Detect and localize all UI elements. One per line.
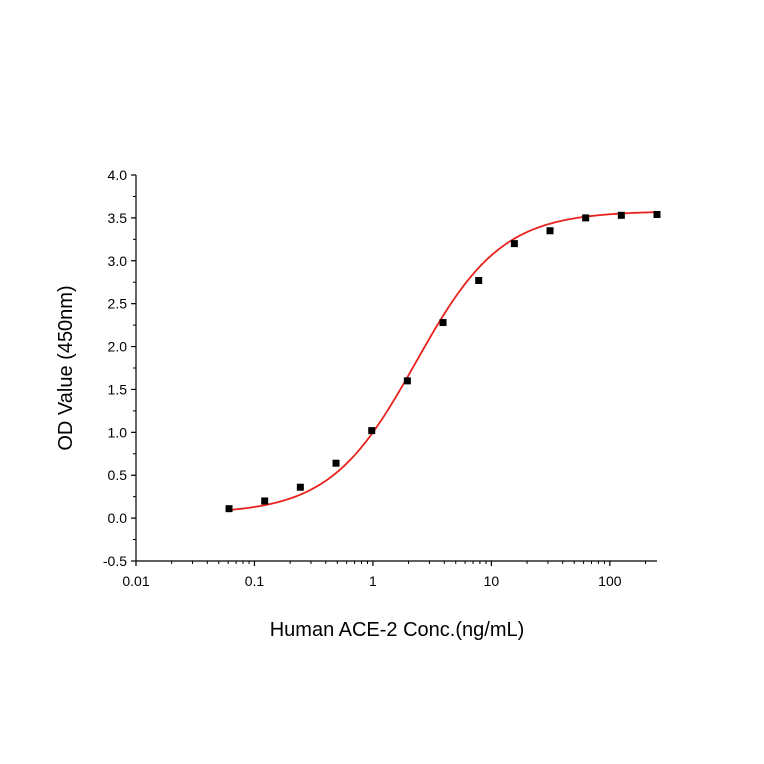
x-axis-title: Human ACE-2 Conc.(ng/mL) <box>270 619 525 641</box>
x-tick-label: 0.01 <box>122 573 149 589</box>
data-point <box>261 497 269 505</box>
data-point <box>332 459 340 467</box>
y-ticks: -0.5 0.0 0.5 1.0 1.5 2.0 2.5 3.0 3.5 4.0 <box>103 167 136 569</box>
x-tick-label: 10 <box>484 573 500 589</box>
y-tick-label: 0.0 <box>108 510 128 526</box>
data-point <box>546 227 554 235</box>
x-tick-label: 0.1 <box>245 573 265 589</box>
y-tick-label: 1.5 <box>108 381 128 397</box>
x-ticks: 0.01 0.1 1 10 100 <box>122 561 647 589</box>
y-tick-label: 1.0 <box>108 424 128 440</box>
y-tick-label: -0.5 <box>103 553 127 569</box>
y-tick-label: 2.5 <box>108 296 128 312</box>
data-point <box>653 210 661 218</box>
x-tick-label: 100 <box>598 573 622 589</box>
data-point <box>225 505 233 513</box>
y-tick-label: 0.5 <box>108 467 128 483</box>
data-point <box>403 377 411 385</box>
data-point <box>582 214 590 222</box>
y-tick-label: 2.0 <box>108 339 128 355</box>
y-axis-title: OD Value (450nm) <box>55 285 77 450</box>
data-point <box>617 211 625 219</box>
y-tick-label: 4.0 <box>108 167 128 183</box>
data-point <box>510 240 518 248</box>
data-point <box>296 483 304 491</box>
axes <box>135 175 657 562</box>
data-point <box>368 427 376 435</box>
data-points <box>225 210 661 513</box>
fit-curve <box>228 211 658 511</box>
y-tick-label: 3.0 <box>108 253 128 269</box>
data-point <box>439 319 447 327</box>
data-point <box>475 277 483 285</box>
y-tick-label: 3.5 <box>108 210 128 226</box>
x-tick-label: 1 <box>369 573 377 589</box>
